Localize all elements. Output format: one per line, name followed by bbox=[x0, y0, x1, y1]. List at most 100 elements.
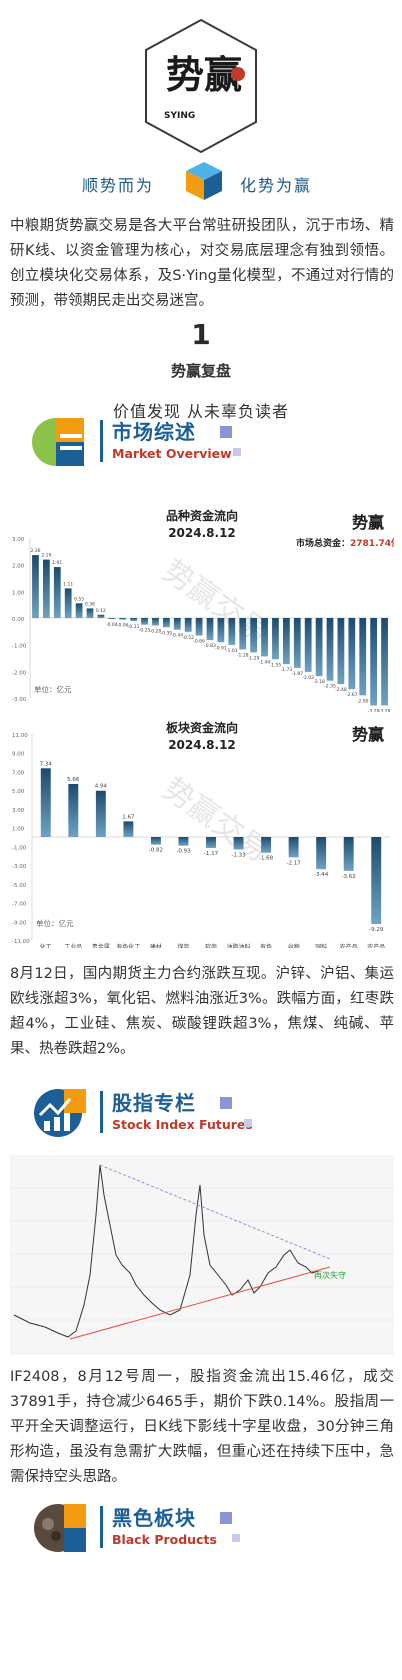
bar bbox=[40, 768, 51, 837]
market-emblem-icon bbox=[32, 418, 84, 466]
category-label: 软商 bbox=[205, 943, 217, 948]
bar bbox=[359, 618, 367, 696]
category-label: 油脂油料 bbox=[227, 943, 251, 948]
variety-fund-flow-chart: 品种资金流向 2024.8.12 势赢交易 3.00 2.00 1.00 0.00 -1.00… bbox=[10, 500, 394, 712]
data-label: -9.29 bbox=[369, 927, 384, 933]
bar bbox=[42, 559, 50, 618]
bar bbox=[150, 837, 161, 845]
data-label: -2.02 bbox=[302, 675, 314, 681]
y-tick-label: 11.00 bbox=[12, 733, 28, 739]
category-label: 农产品 bbox=[367, 943, 385, 948]
y-tick-label: -11.00 bbox=[12, 939, 30, 945]
decor-square-small bbox=[244, 1119, 252, 1127]
bar bbox=[178, 837, 189, 846]
bar bbox=[162, 618, 170, 628]
data-label: 2.19 bbox=[41, 553, 51, 559]
bar bbox=[184, 618, 192, 632]
category-label: 谷物 bbox=[288, 943, 300, 948]
data-label: -2.17 bbox=[286, 860, 301, 866]
bar bbox=[293, 618, 301, 668]
category-label: 贵金属 bbox=[92, 943, 110, 948]
bar bbox=[337, 618, 345, 685]
data-label: -1.73 bbox=[281, 667, 293, 673]
y-tick-label: -5.00 bbox=[12, 883, 27, 889]
kline-resistance-line bbox=[99, 1164, 331, 1260]
slogan-right: 化势为赢 bbox=[240, 176, 313, 195]
market-overview-header: 市场综述 Market Overview bbox=[28, 414, 388, 470]
stock-summary-paragraph: IF2408，8月12号周一，股指资金流出15.46亿，成交37891手，持仓减… bbox=[10, 1369, 394, 1485]
section-title: 势赢复盘 bbox=[170, 362, 231, 380]
chart-subtitle: 2024.8.12 bbox=[168, 738, 236, 752]
bar bbox=[97, 614, 105, 618]
category-label: 有色化工 bbox=[116, 943, 140, 948]
bar bbox=[261, 837, 272, 853]
logo-sub-text: SYING bbox=[164, 111, 195, 121]
y-tick-label: -3.00 bbox=[12, 864, 27, 870]
y-tick-label: 3.00 bbox=[12, 537, 25, 543]
data-label: -1.33 bbox=[231, 852, 246, 858]
y-tick-label: 1.00 bbox=[12, 590, 25, 596]
data-label: -1.01 bbox=[226, 648, 238, 654]
market-overview-subtitle: Market Overview bbox=[112, 446, 232, 461]
total-fund-value: 2781.74亿 bbox=[350, 537, 394, 549]
data-label: -0.35 bbox=[161, 630, 173, 636]
y-tick-label: 3.00 bbox=[12, 808, 25, 814]
bar bbox=[288, 837, 299, 858]
bar bbox=[123, 821, 134, 837]
data-label: -0.82 bbox=[149, 848, 163, 854]
kline-background bbox=[10, 1155, 394, 1355]
data-label: -2.35 bbox=[324, 684, 336, 690]
header-divider bbox=[100, 1506, 103, 1548]
variety-fund-flow-svg: 品种资金流向2024.8.12势赢交易3.002.001.000.00-1.00… bbox=[12, 508, 394, 712]
bar bbox=[316, 837, 327, 870]
decor-square-small bbox=[233, 448, 241, 456]
stock-emblem-icon bbox=[34, 1089, 86, 1137]
data-label: -1.87 bbox=[291, 671, 303, 677]
data-label: -2.18 bbox=[313, 679, 325, 685]
data-label: -1.55 bbox=[270, 662, 282, 668]
y-tick-label: 0.00 bbox=[12, 617, 25, 623]
bar bbox=[95, 790, 106, 837]
black-products-title: 黑色板块 bbox=[112, 1506, 196, 1530]
data-label: -0.25 bbox=[139, 628, 151, 634]
data-label: 0.12 bbox=[96, 608, 106, 614]
sector-fund-flow-svg: 板块资金流向2024.8.12势赢交易11.009.007.005.003.00… bbox=[12, 720, 390, 948]
data-label: 0.55 bbox=[74, 596, 84, 602]
data-label: -0.93 bbox=[176, 849, 191, 855]
bar bbox=[239, 618, 247, 650]
bar bbox=[261, 618, 268, 657]
kline-support-line bbox=[69, 1266, 331, 1340]
market-overview-title: 市场综述 bbox=[112, 420, 196, 444]
bar bbox=[195, 618, 203, 636]
data-label: -2.48 bbox=[335, 687, 347, 693]
unit-label: 单位：亿元 bbox=[36, 918, 74, 928]
chart-subtitle: 2024.8.12 bbox=[168, 526, 236, 540]
chart-brand-mark: 势赢 bbox=[352, 513, 384, 532]
data-label: 5.66 bbox=[67, 777, 80, 783]
unit-label: 单位：亿元 bbox=[34, 684, 72, 694]
black-emblem-icon bbox=[34, 1504, 86, 1552]
data-label: -0.11 bbox=[128, 624, 140, 630]
bar bbox=[304, 618, 312, 672]
data-label: 4.94 bbox=[95, 784, 108, 790]
y-tick-label: -2.00 bbox=[12, 670, 27, 676]
data-label: 1.11 bbox=[63, 581, 73, 587]
logo-hexagon-icon: 势赢 SYING bbox=[145, 18, 257, 154]
bar bbox=[381, 618, 388, 706]
decor-square-small bbox=[232, 1534, 240, 1542]
category-label: 煤炭 bbox=[177, 943, 189, 948]
bar bbox=[206, 618, 214, 641]
section-number: 1 bbox=[191, 318, 211, 351]
data-label: -1.68 bbox=[259, 856, 274, 862]
header-divider bbox=[100, 1091, 103, 1133]
stock-index-subtitle: Stock Index Futures bbox=[112, 1117, 253, 1132]
y-tick-label: 1.00 bbox=[12, 827, 25, 833]
bar bbox=[233, 837, 244, 850]
bar bbox=[68, 784, 79, 837]
data-label: -3.44 bbox=[314, 872, 329, 878]
data-label: -3.28 bbox=[379, 708, 391, 712]
bar bbox=[228, 618, 236, 645]
data-label: -2.90 bbox=[357, 698, 369, 704]
intro-paragraph: 中粮期货势赢交易是各大平台常驻研投团队，沉于市场、精研K线、以资金管理为核心，对… bbox=[10, 218, 394, 309]
y-tick-label: 9.00 bbox=[12, 752, 25, 758]
